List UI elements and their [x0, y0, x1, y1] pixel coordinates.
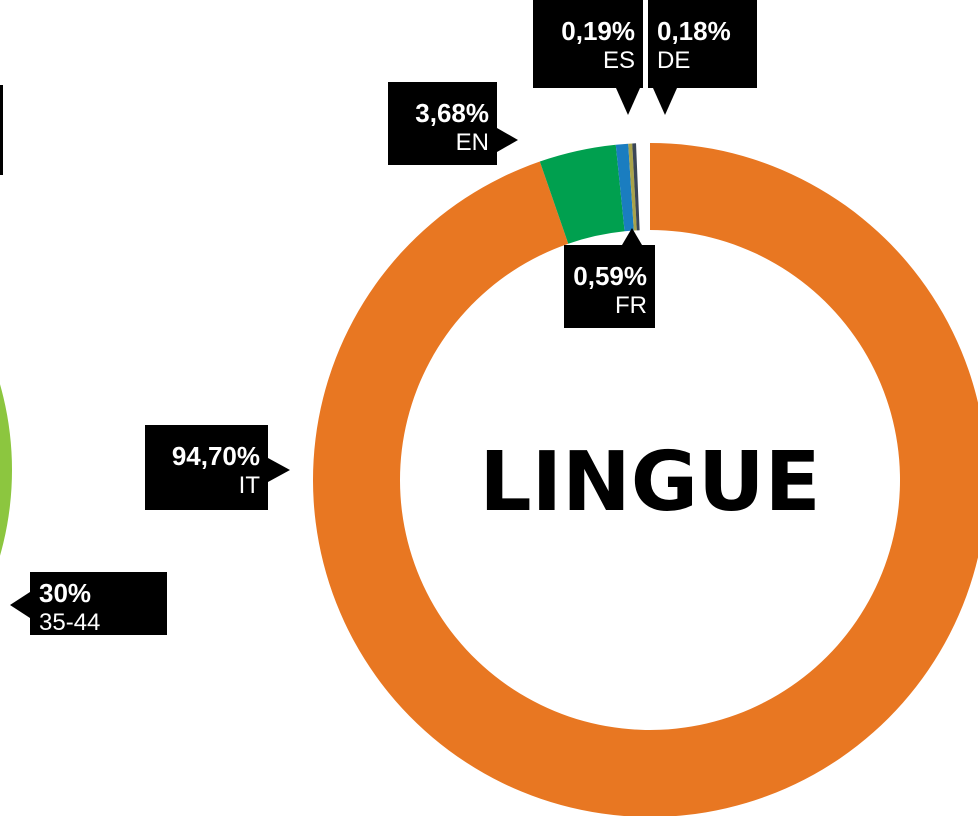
category-label: FR: [615, 292, 647, 319]
label-pointer: [268, 458, 290, 482]
value-label: 0,18%: [657, 16, 731, 46]
donut-segment: [539, 144, 625, 244]
label-box: [533, 0, 643, 88]
category-label: ES: [603, 47, 635, 74]
value-label: 3,68%: [415, 98, 489, 128]
value-label: 0,19%: [561, 16, 635, 46]
center-title: LINGUE: [479, 435, 820, 530]
donut-segment: [0, 384, 12, 556]
label-pointer: [497, 128, 518, 152]
label-pointer: [10, 592, 30, 618]
label-box: [30, 572, 167, 635]
label-pointer: [622, 228, 642, 245]
donut-segment: [632, 143, 640, 231]
donut-segment: [628, 143, 637, 231]
label-box: [388, 82, 497, 165]
label-pointer: [616, 88, 640, 115]
category-label: EN: [456, 129, 489, 156]
label-box: [145, 425, 268, 510]
donut-segment: [615, 143, 634, 232]
label-box: [648, 0, 757, 88]
category-label: DE: [657, 47, 690, 74]
label-box: [564, 245, 655, 328]
value-label: 0,59%: [573, 261, 647, 291]
category-label: 35-44: [39, 609, 100, 636]
value-label: 30%: [39, 578, 91, 608]
category-label: IT: [239, 472, 261, 499]
label-pointer: [653, 88, 677, 115]
decoration-bar: [0, 85, 3, 175]
value-label: 94,70%: [172, 441, 260, 471]
